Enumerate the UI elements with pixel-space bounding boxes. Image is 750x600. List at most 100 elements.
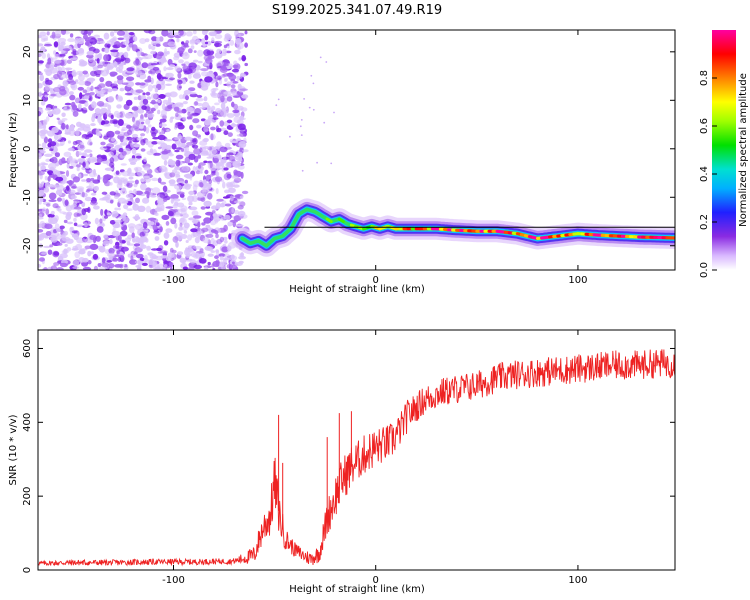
noise-speckle <box>100 107 108 114</box>
noise-speckle <box>61 112 66 118</box>
noise-speckle <box>233 169 238 175</box>
noise-speckle <box>59 225 65 230</box>
noise-speckle <box>116 30 126 36</box>
y-tick-label: 10 <box>22 94 33 107</box>
noise-speckle <box>141 56 149 60</box>
noise-speckle <box>56 267 64 270</box>
noise-speckle <box>233 60 238 66</box>
noise-speckle <box>76 224 84 228</box>
noise-speckle <box>43 43 53 47</box>
noise-speckle <box>244 30 248 35</box>
noise-speckle <box>69 33 74 38</box>
noise-speckle <box>134 260 143 264</box>
noise-speckle <box>226 245 232 252</box>
noise-speckle <box>140 178 145 183</box>
noise-speckle <box>121 82 129 85</box>
noise-speckle <box>178 94 184 100</box>
noise-speckle <box>109 239 113 245</box>
noise-speckle <box>229 39 235 46</box>
noise-speckle <box>44 235 49 239</box>
noise-speckle <box>135 197 140 204</box>
noise-speckle <box>204 266 209 270</box>
noise-speckle <box>43 187 50 193</box>
noise-speckle <box>188 190 195 195</box>
noise-speckle <box>83 154 91 157</box>
noise-speckle <box>38 213 42 218</box>
noise-speckle <box>114 219 123 223</box>
noise-speckle <box>237 83 242 90</box>
noise-speckle <box>76 166 80 172</box>
noise-speckle <box>216 127 222 133</box>
noise-speckle <box>189 80 195 84</box>
noise-speckle <box>140 139 146 146</box>
noise-speckle <box>55 228 61 232</box>
noise-speckle <box>111 210 119 218</box>
noise-speckle <box>61 157 66 164</box>
noise-speckle <box>185 240 189 243</box>
noise-speckle <box>57 208 62 212</box>
noise-speckle <box>179 222 183 228</box>
noise-speckle <box>152 136 160 140</box>
noise-speckle <box>70 101 76 108</box>
noise-speckle <box>244 62 248 67</box>
noise-speckle <box>175 112 179 118</box>
noise-speckle <box>116 104 122 109</box>
noise-speckle <box>177 124 185 130</box>
noise-speckle <box>199 258 207 264</box>
snr-y-axis-label: SNR (10 * v/v) <box>8 414 19 485</box>
noise-speckle <box>47 170 54 174</box>
noise-speckle <box>143 175 150 179</box>
noise-speckle <box>230 140 239 144</box>
noise-speckle <box>123 204 129 210</box>
noise-speckle <box>47 57 52 65</box>
noise-speckle <box>199 106 206 110</box>
noise-speckle <box>181 197 187 201</box>
noise-speckle <box>197 154 201 159</box>
noise-speckle <box>155 36 160 42</box>
noise-speckle <box>174 66 182 72</box>
noise-speckle <box>175 159 181 167</box>
noise-speckle <box>107 252 116 258</box>
noise-speckle <box>185 40 189 44</box>
noise-speckle <box>141 105 147 110</box>
noise-speckle <box>146 96 152 100</box>
noise-speckle <box>232 109 240 114</box>
noise-speckle <box>323 121 326 124</box>
noise-speckle <box>93 205 100 210</box>
snr-ticks: -100 0 100 0 200 400 600 <box>22 330 675 586</box>
noise-speckle <box>180 217 185 223</box>
noise-speckle <box>61 236 71 242</box>
noise-speckle <box>155 43 161 47</box>
noise-speckle <box>215 81 219 88</box>
noise-speckle <box>154 211 158 216</box>
noise-speckle <box>174 184 182 190</box>
noise-speckle <box>223 173 231 181</box>
noise-speckle <box>171 143 177 150</box>
noise-speckle <box>151 141 158 145</box>
noise-speckle <box>229 255 238 261</box>
noise-speckle <box>303 98 305 100</box>
noise-speckle <box>133 143 141 148</box>
noise-speckle <box>178 226 183 231</box>
noise-speckle <box>158 36 164 42</box>
noise-speckle <box>169 266 173 270</box>
noise-speckle <box>45 208 50 215</box>
noise-speckle <box>226 96 233 102</box>
noise-speckle <box>147 252 154 256</box>
noise-speckle <box>221 246 229 253</box>
noise-speckle <box>167 41 176 47</box>
noise-speckle <box>84 196 92 202</box>
noise-speckle <box>109 31 115 37</box>
noise-speckle <box>142 98 149 105</box>
noise-speckle <box>50 110 57 115</box>
noise-speckle <box>325 61 328 63</box>
noise-speckle <box>145 91 151 96</box>
noise-speckle <box>44 94 48 98</box>
colorbar-tick-label: 0.6 <box>699 118 710 134</box>
noise-speckle <box>78 59 85 64</box>
noise-speckle <box>193 50 197 53</box>
noise-speckle <box>52 146 58 153</box>
noise-speckle <box>175 241 179 248</box>
noise-speckle <box>232 160 241 168</box>
noise-speckle <box>234 33 242 37</box>
